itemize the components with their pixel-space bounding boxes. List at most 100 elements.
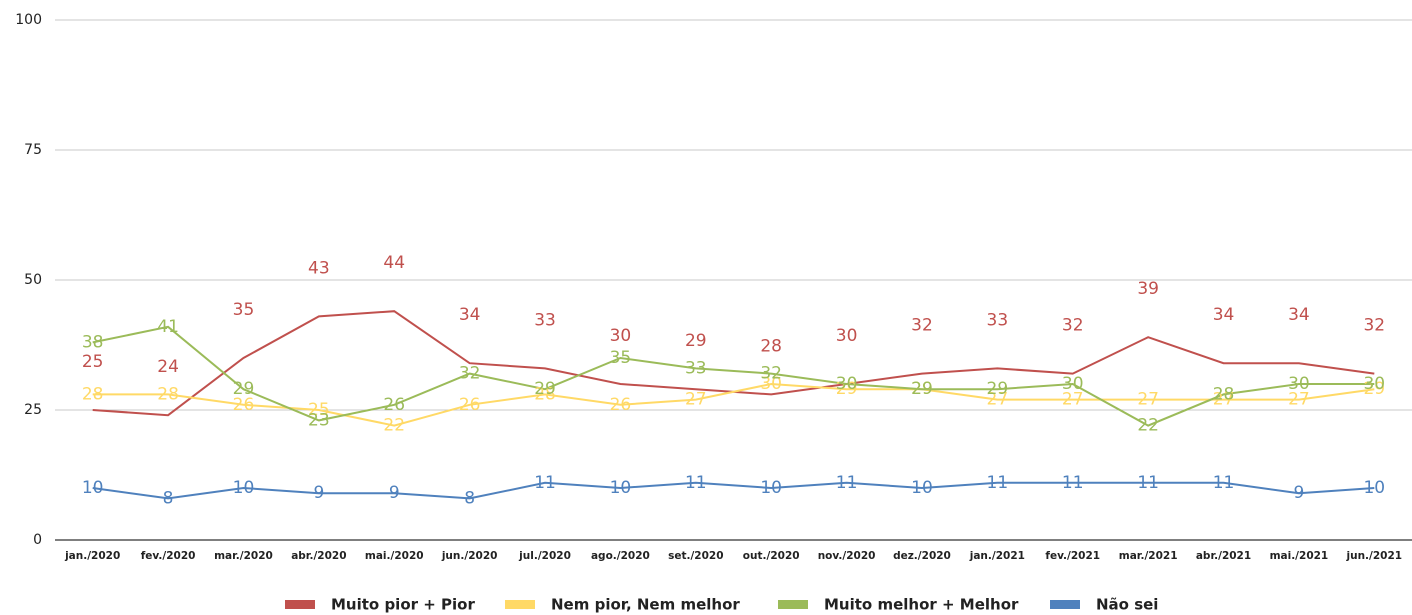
data-label: 33 [685, 358, 707, 378]
data-label: 29 [1363, 379, 1385, 399]
data-label: 29 [685, 331, 707, 351]
y-tick-label: 25 [24, 402, 42, 418]
x-tick-label: abr./2020 [291, 550, 346, 562]
data-label: 23 [308, 410, 330, 430]
data-label: 30 [1363, 374, 1385, 394]
data-label: 34 [1213, 305, 1235, 325]
data-label: 11 [836, 473, 858, 493]
legend-item: Muito melhor + Melhor [778, 596, 1019, 614]
data-label: 28 [1213, 384, 1235, 404]
x-tick-label: jan./2021 [969, 550, 1025, 562]
data-label: 29 [233, 379, 255, 399]
data-label: 35 [233, 300, 255, 320]
legend-swatch [778, 600, 808, 609]
data-label: 32 [459, 364, 481, 384]
data-label: 26 [233, 395, 255, 415]
x-tick-label: jan./2020 [64, 550, 120, 562]
data-label: 28 [760, 336, 782, 356]
x-tick-label: fev./2021 [1045, 550, 1100, 562]
x-tick-label: out./2020 [743, 550, 800, 562]
x-tick-label: abr./2021 [1196, 550, 1251, 562]
data-label: 25 [308, 400, 330, 420]
x-tick-label: jun./2021 [1346, 550, 1403, 562]
data-label: 26 [610, 395, 632, 415]
data-label: 22 [383, 416, 405, 436]
data-label: 28 [82, 384, 104, 404]
data-label: 32 [911, 316, 933, 336]
data-label: 34 [1288, 305, 1310, 325]
data-label: 30 [760, 374, 782, 394]
legend-item: Nem pior, Nem melhor [505, 596, 740, 614]
data-label: 32 [760, 364, 782, 384]
data-label: 27 [1213, 390, 1235, 410]
legend-label: Muito pior + Pior [331, 596, 475, 614]
legend-swatch [505, 600, 535, 609]
data-label: 29 [836, 379, 858, 399]
data-label: 10 [82, 478, 104, 498]
data-label: 10 [760, 478, 782, 498]
data-label: 30 [836, 326, 858, 346]
data-label: 25 [82, 352, 104, 372]
data-label: 10 [911, 478, 933, 498]
data-label: 11 [1213, 473, 1235, 493]
data-label: 11 [534, 473, 556, 493]
x-tick-label: mai./2021 [1270, 550, 1329, 562]
data-label: 8 [163, 488, 174, 508]
y-tick-label: 100 [15, 12, 42, 28]
data-label: 27 [987, 390, 1009, 410]
data-label: 27 [1137, 390, 1159, 410]
data-label: 29 [911, 379, 933, 399]
data-label: 27 [1288, 390, 1310, 410]
data-label: 38 [82, 332, 104, 352]
x-tick-label: mar./2021 [1119, 550, 1178, 562]
x-tick-label: set./2020 [668, 550, 723, 562]
data-label: 9 [389, 483, 400, 503]
legend-label: Nem pior, Nem melhor [551, 596, 740, 614]
x-tick-label: fev./2020 [141, 550, 196, 562]
data-label: 26 [383, 395, 405, 415]
y-tick-label: 75 [24, 142, 42, 158]
x-tick-label: mar./2020 [214, 550, 273, 562]
data-label: 29 [987, 379, 1009, 399]
x-tick-label: dez./2020 [893, 550, 951, 562]
data-label: 28 [157, 384, 179, 404]
data-label: 27 [1062, 390, 1084, 410]
data-label: 11 [1137, 473, 1159, 493]
data-label: 9 [313, 483, 324, 503]
data-label: 30 [610, 326, 632, 346]
data-label: 29 [911, 379, 933, 399]
data-label: 33 [534, 310, 556, 330]
data-label: 30 [836, 374, 858, 394]
data-label: 10 [233, 478, 255, 498]
x-tick-label: nov./2020 [818, 550, 876, 562]
data-label: 27 [685, 390, 707, 410]
data-label: 32 [1363, 316, 1385, 336]
data-label: 26 [459, 395, 481, 415]
data-label: 34 [459, 305, 481, 325]
legend-item: Não sei [1050, 596, 1158, 614]
data-label: 8 [464, 488, 475, 508]
data-label: 32 [1062, 316, 1084, 336]
legend-label: Não sei [1096, 596, 1158, 614]
legend-label: Muito melhor + Melhor [824, 596, 1019, 614]
data-label: 33 [987, 310, 1009, 330]
data-label: 30 [1062, 374, 1084, 394]
data-label: 39 [1137, 279, 1159, 299]
series-line [92, 382, 1375, 427]
data-label: 28 [534, 384, 556, 404]
series-line [92, 481, 1375, 500]
data-label: 43 [308, 258, 330, 278]
legend-item: Muito pior + Pior [285, 596, 475, 614]
data-label: 35 [610, 348, 632, 368]
y-tick-label: 0 [33, 532, 42, 548]
x-tick-label: jun./2020 [441, 550, 498, 562]
data-label: 24 [157, 357, 179, 377]
data-label: 44 [383, 253, 405, 273]
data-label: 11 [685, 473, 707, 493]
x-tick-label: jul./2020 [518, 550, 571, 562]
data-label: 29 [534, 379, 556, 399]
data-label: 30 [1288, 374, 1310, 394]
x-tick-label: ago./2020 [591, 550, 650, 562]
data-label: 11 [1062, 473, 1084, 493]
